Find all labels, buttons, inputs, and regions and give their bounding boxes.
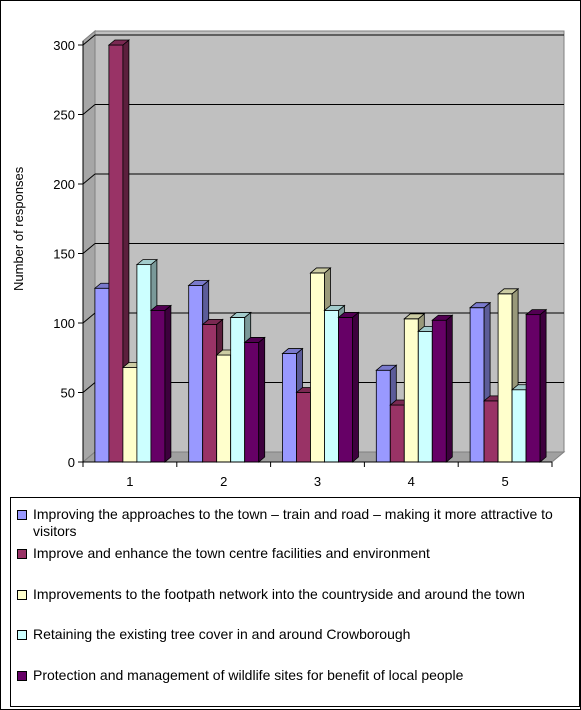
y-tick-label: 50	[61, 386, 75, 401]
bar	[243, 336, 266, 463]
x-tick-label: 3	[314, 474, 321, 489]
x-tick-label: 1	[126, 474, 133, 489]
legend-swatch	[17, 549, 27, 559]
y-tick-label: 300	[53, 38, 75, 53]
y-tick-label: 200	[53, 177, 75, 192]
legend-label: Improve and enhance the town centre faci…	[33, 545, 430, 561]
y-tick-label: 0	[68, 455, 75, 470]
gridline-diagonal	[82, 173, 96, 185]
x-tick-label: 4	[408, 474, 415, 489]
y-tick-label: 150	[53, 247, 75, 262]
bar	[524, 308, 548, 463]
legend-label: Retaining the existing tree cover in and…	[33, 626, 411, 642]
bar	[149, 304, 173, 463]
legend-label: Protection and management of wildlife si…	[33, 667, 464, 683]
bar	[337, 311, 360, 463]
x-tick-label: 5	[501, 474, 508, 489]
y-tick-label: 250	[53, 108, 75, 123]
legend-label: Improving the approaches to the town – t…	[33, 506, 553, 539]
legend-swatch	[17, 510, 27, 520]
gridline-diagonal	[82, 312, 96, 324]
bar	[431, 314, 454, 463]
chart-plot: 0 50 100 150 200 250 300 1 2 3 4 5 Number of respon…	[11, 29, 566, 489]
gridline-diagonal	[82, 382, 96, 393]
side-wall	[82, 29, 96, 464]
chart-axes: 0 50 100 150 200 250 300 1 2 3 4 5	[53, 38, 553, 489]
gridline-diagonal	[82, 243, 96, 254]
y-axis-title: Number of responses	[11, 166, 26, 291]
legend: Improving the approaches to the town – t…	[10, 497, 580, 707]
legend-swatch	[17, 590, 27, 600]
y-tick-label: 100	[53, 316, 75, 331]
chart-bars	[93, 39, 548, 463]
legend-swatch	[17, 630, 27, 640]
legend-swatch	[17, 671, 27, 681]
x-tick-label: 2	[220, 474, 227, 489]
gridline-diagonal	[82, 104, 96, 115]
gridline-diagonal	[82, 34, 96, 46]
legend-label: Improvements to the footpath network int…	[33, 586, 525, 602]
bar	[107, 39, 131, 463]
